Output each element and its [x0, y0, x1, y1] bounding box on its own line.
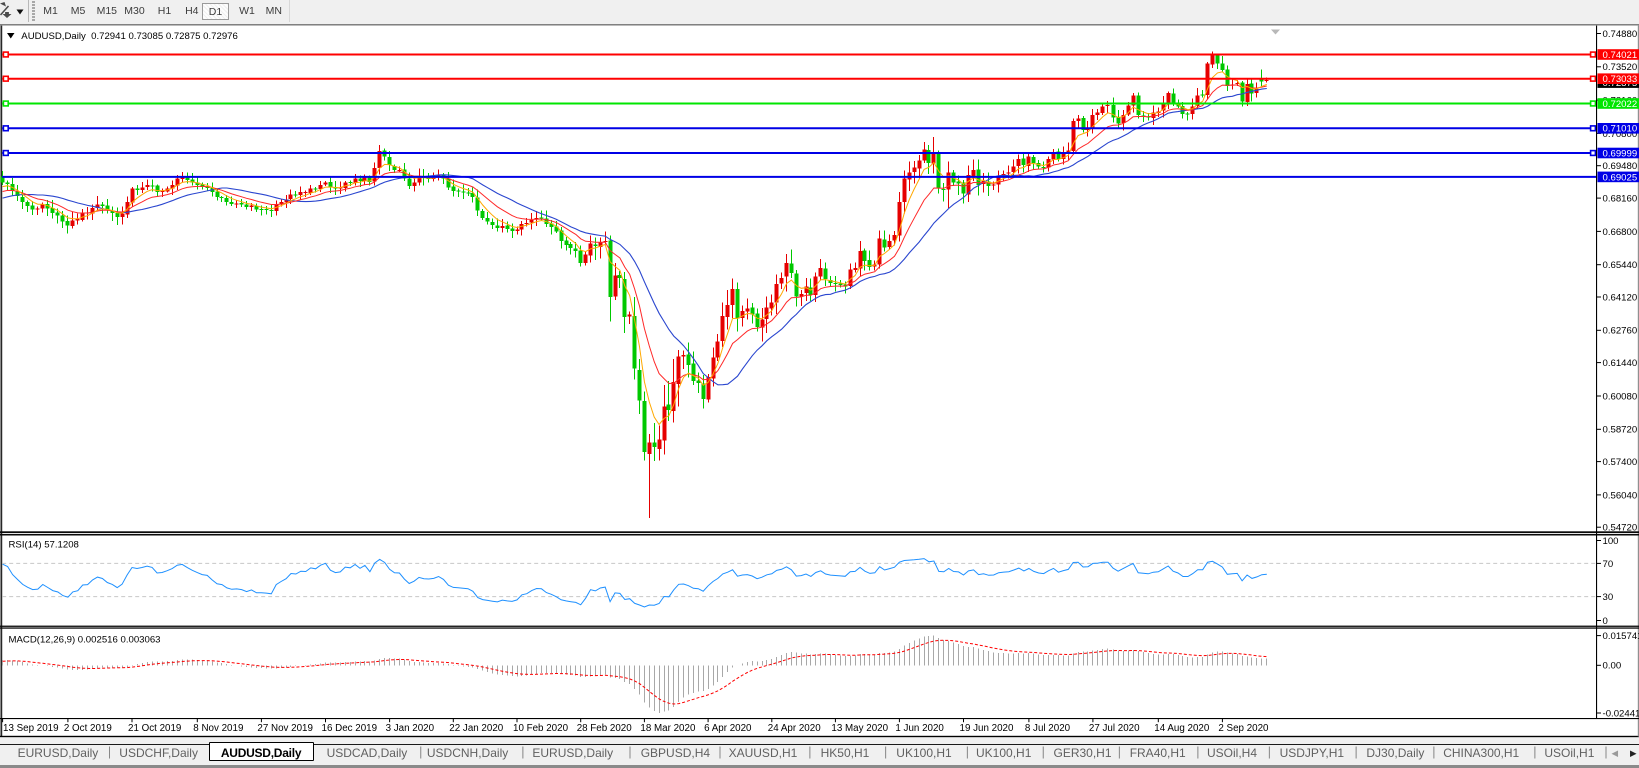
svg-text:6 Apr 2020: 6 Apr 2020 [704, 723, 752, 734]
svg-text:18 Mar 2020: 18 Mar 2020 [640, 723, 696, 734]
svg-text:0.64120: 0.64120 [1603, 292, 1638, 303]
svg-text:8 Jul 2020: 8 Jul 2020 [1025, 723, 1071, 734]
svg-text:0.015741: 0.015741 [1603, 631, 1639, 642]
svg-text:24 Apr 2020: 24 Apr 2020 [768, 723, 821, 734]
svg-text:2 Oct 2019: 2 Oct 2019 [64, 723, 112, 734]
svg-text:30: 30 [1603, 592, 1614, 603]
svg-text:0.69999: 0.69999 [1603, 148, 1638, 159]
svg-text:0.56040: 0.56040 [1603, 490, 1638, 501]
svg-text:0.61440: 0.61440 [1603, 358, 1638, 369]
svg-text:0.69480: 0.69480 [1603, 161, 1638, 172]
svg-text:MACD(12,26,9) 0.002516 0.00306: MACD(12,26,9) 0.002516 0.003063 [9, 635, 161, 646]
svg-text:2 Sep 2020: 2 Sep 2020 [1218, 723, 1269, 734]
svg-text:0.69025: 0.69025 [1603, 172, 1638, 183]
svg-text:0.72022: 0.72022 [1603, 99, 1638, 110]
svg-text:28 Feb 2020: 28 Feb 2020 [577, 723, 633, 734]
svg-text:0: 0 [1603, 616, 1608, 627]
svg-text:8 Nov 2019: 8 Nov 2019 [193, 723, 243, 734]
svg-text:3 Jan 2020: 3 Jan 2020 [386, 723, 435, 734]
svg-text:13 May 2020: 13 May 2020 [831, 723, 888, 734]
svg-text:100: 100 [1603, 536, 1619, 547]
svg-text:0.74880: 0.74880 [1603, 29, 1638, 40]
svg-text:70: 70 [1603, 559, 1614, 570]
svg-text:14 Aug 2020: 14 Aug 2020 [1154, 723, 1210, 734]
svg-text:0.00: 0.00 [1603, 661, 1622, 672]
svg-text:0.73033: 0.73033 [1603, 74, 1638, 85]
svg-text:16 Dec 2019: 16 Dec 2019 [322, 723, 378, 734]
svg-text:27 Jul 2020: 27 Jul 2020 [1089, 723, 1140, 734]
svg-text:0.68160: 0.68160 [1603, 194, 1638, 205]
svg-text:10 Feb 2020: 10 Feb 2020 [513, 723, 569, 734]
svg-text:0.60080: 0.60080 [1603, 391, 1638, 402]
svg-text:0.70800: 0.70800 [1603, 129, 1638, 140]
svg-text:0.74021: 0.74021 [1603, 50, 1638, 61]
svg-text:1 Jun 2020: 1 Jun 2020 [895, 723, 944, 734]
svg-text:0.62760: 0.62760 [1603, 326, 1638, 337]
svg-text:0.66800: 0.66800 [1603, 227, 1638, 238]
svg-text:19 Jun 2020: 19 Jun 2020 [960, 723, 1014, 734]
svg-text:-0.024412: -0.024412 [1603, 708, 1639, 719]
svg-text:0.73520: 0.73520 [1603, 62, 1638, 73]
svg-text:13 Sep 2019: 13 Sep 2019 [3, 723, 59, 734]
svg-text:0.58720: 0.58720 [1603, 425, 1638, 436]
svg-text:0.65440: 0.65440 [1603, 260, 1638, 271]
svg-text:22 Jan 2020: 22 Jan 2020 [449, 723, 503, 734]
svg-text:0.57400: 0.57400 [1603, 457, 1638, 468]
svg-text:RSI(14) 57.1208: RSI(14) 57.1208 [9, 540, 79, 551]
svg-text:21 Oct 2019: 21 Oct 2019 [128, 723, 181, 734]
svg-text:27 Nov 2019: 27 Nov 2019 [257, 723, 313, 734]
svg-text:0.54720: 0.54720 [1603, 523, 1638, 534]
svg-text:0.71010: 0.71010 [1603, 124, 1638, 135]
svg-text:AUDUSD,Daily 0.72941 0.73085: AUDUSD,Daily 0.72941 0.73085 0.72875 0.7… [21, 31, 238, 42]
